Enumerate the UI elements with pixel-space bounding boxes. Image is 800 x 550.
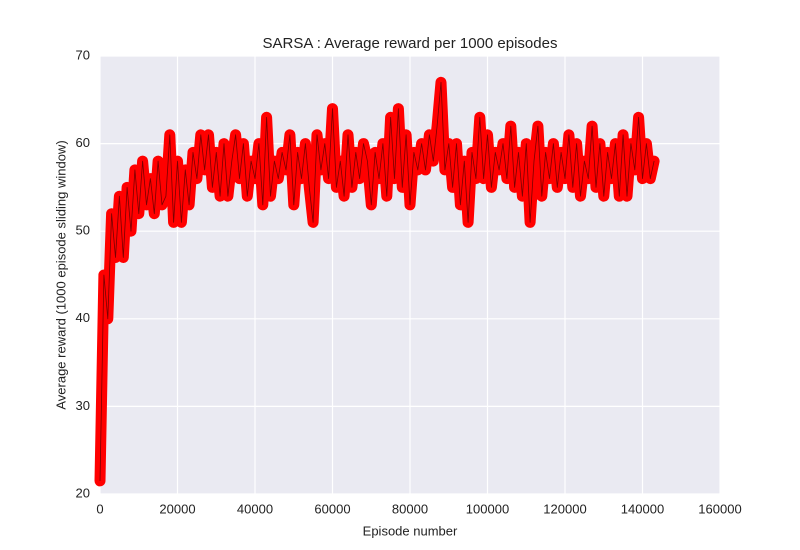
y-tick-label: 50 (76, 223, 90, 238)
y-tick-label: 30 (76, 398, 90, 413)
y-tick-label: 70 (76, 47, 90, 62)
y-tick-label: 20 (76, 485, 90, 500)
x-tick-label: 60000 (314, 501, 350, 516)
y-tick-label: 40 (76, 310, 90, 325)
chart-title: SARSA : Average reward per 1000 episodes (263, 35, 558, 52)
x-tick-label: 0 (96, 501, 103, 516)
x-tick-label: 20000 (159, 501, 195, 516)
y-tick-label: 60 (76, 135, 90, 150)
x-tick-label: 120000 (543, 501, 586, 516)
x-tick-label: 140000 (621, 501, 664, 516)
x-tick-label: 160000 (698, 501, 741, 516)
x-axis-label: Episode number (363, 523, 458, 538)
x-tick-label: 100000 (466, 501, 509, 516)
x-tick-label: 80000 (392, 501, 428, 516)
line-series-edge (99, 81, 655, 481)
x-tick-label: 40000 (237, 501, 273, 516)
y-axis-label: Average reward (1000 episode sliding win… (53, 140, 68, 409)
